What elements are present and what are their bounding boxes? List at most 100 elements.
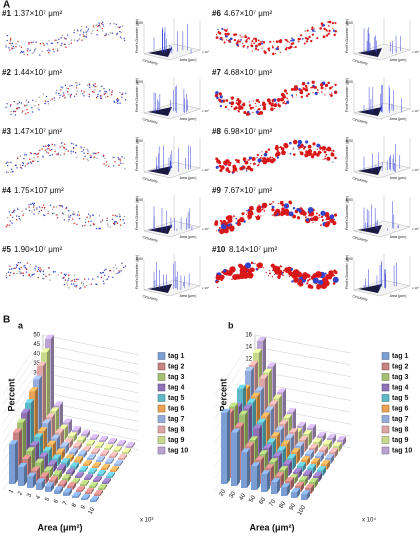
bar-top — [275, 472, 284, 477]
cell — [300, 34, 303, 37]
cell — [242, 157, 247, 161]
cell — [92, 25, 95, 27]
cell — [112, 214, 114, 217]
cell — [249, 267, 252, 270]
bar-side — [66, 442, 69, 454]
cell — [34, 105, 36, 107]
cell — [315, 271, 322, 278]
cell — [301, 143, 304, 147]
cell — [279, 200, 284, 205]
cell — [260, 104, 262, 106]
sample-area: 7.67×10⁷ μm² — [224, 186, 273, 195]
bar-top — [269, 458, 278, 463]
cell — [119, 102, 121, 104]
cell — [81, 225, 84, 227]
cell — [73, 222, 75, 225]
cell — [236, 40, 239, 43]
cell — [88, 93, 91, 96]
cell — [38, 109, 40, 111]
cell — [226, 28, 228, 30]
cell — [15, 266, 18, 268]
cell — [100, 276, 103, 279]
cell — [69, 216, 71, 218]
bar-top — [291, 488, 300, 493]
cell — [316, 283, 322, 290]
bar-side — [132, 442, 135, 448]
cell — [90, 220, 92, 222]
cell — [19, 268, 21, 271]
cell — [305, 40, 309, 43]
cell — [37, 266, 40, 269]
cell — [290, 42, 294, 46]
grid-line — [42, 382, 140, 403]
cell — [33, 152, 36, 155]
cell — [19, 219, 22, 221]
cell — [328, 29, 331, 32]
bar-top — [39, 452, 48, 457]
cell — [63, 213, 65, 216]
cell — [290, 94, 294, 97]
cell — [105, 268, 107, 270]
cell — [334, 270, 338, 275]
bar-top — [241, 448, 250, 453]
cell — [88, 84, 91, 86]
cell — [316, 278, 318, 280]
bar — [241, 452, 247, 488]
cell — [64, 97, 66, 99]
cell — [35, 48, 37, 50]
cell — [226, 214, 233, 221]
cell — [88, 95, 90, 98]
cell — [22, 162, 25, 165]
cell — [330, 92, 333, 94]
z-axis-label: Feret's Diameter (μm) — [345, 255, 349, 289]
cell — [215, 91, 219, 95]
cell — [71, 213, 74, 215]
cell — [77, 39, 79, 41]
bar-top — [93, 476, 102, 481]
cell — [86, 158, 88, 160]
cell — [328, 270, 334, 276]
bar-side — [107, 464, 110, 470]
cell — [334, 30, 338, 33]
cell — [116, 99, 118, 101]
bar-side — [92, 440, 95, 446]
cell — [32, 99, 34, 101]
cell — [31, 160, 34, 163]
cell — [227, 219, 231, 224]
cell — [76, 223, 78, 225]
x-multiplier: x 10³ — [140, 518, 153, 524]
bar-top — [63, 488, 72, 493]
x-tick-label: 10 — [88, 506, 97, 515]
cell — [65, 208, 67, 210]
bar-top — [52, 454, 61, 459]
cell — [220, 165, 225, 170]
cell — [15, 219, 18, 221]
cell — [240, 36, 242, 38]
cell — [78, 83, 81, 85]
bar — [77, 440, 83, 444]
cell — [263, 267, 265, 269]
legend-label: tag 1 — [392, 353, 408, 360]
bar-top — [92, 462, 101, 467]
cell — [38, 213, 40, 215]
cell — [291, 37, 293, 40]
legend-swatch — [157, 415, 166, 423]
cell — [333, 33, 336, 37]
cell — [92, 152, 94, 154]
cell — [15, 215, 18, 217]
cell — [28, 209, 31, 212]
cell — [117, 102, 119, 105]
cell — [248, 159, 250, 161]
cell — [66, 282, 68, 284]
cell — [25, 104, 27, 107]
cell — [14, 267, 16, 270]
cell — [268, 49, 271, 52]
cell — [319, 217, 321, 219]
cell — [285, 39, 288, 42]
x-axis-label: Area (μm²) — [180, 235, 197, 239]
panel-label: A — [3, 0, 10, 11]
legend-swatch — [381, 373, 390, 381]
cell — [245, 40, 248, 43]
bar-top — [253, 348, 262, 353]
x-tick-label: 6 — [53, 498, 60, 504]
